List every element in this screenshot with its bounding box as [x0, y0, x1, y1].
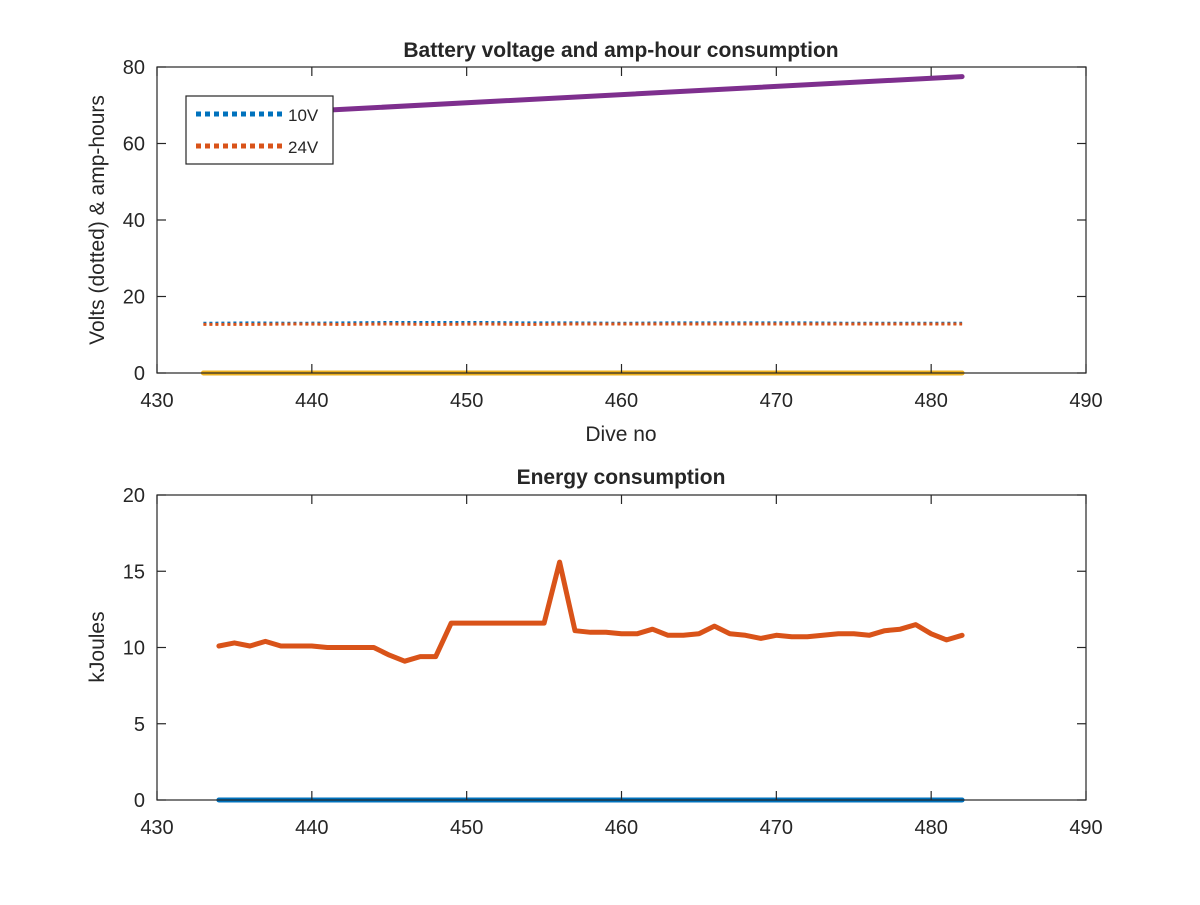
legend-label-24v: 24V	[288, 138, 319, 157]
x-tick-label: 440	[295, 817, 328, 839]
y-tick-label: 40	[123, 210, 145, 232]
x-tick-label: 430	[140, 390, 173, 412]
x-tick-label: 490	[1069, 390, 1102, 412]
legend: 10V 24V	[186, 96, 333, 164]
x-tick-label: 450	[450, 390, 483, 412]
x-tick-label: 470	[760, 817, 793, 839]
energy-consumption-chart: Energy consumption kJoules 430 440 450 460 4…	[86, 466, 1103, 839]
y-axis-label-kjoules: kJoules	[86, 611, 109, 682]
x-axis-label-dive-no: Dive no	[585, 423, 656, 446]
voltage-amp-hour-chart: Battery voltage and amp-hour consumption…	[86, 39, 1103, 446]
y-tick-label: 20	[123, 485, 145, 507]
y-tick-label: 10	[123, 638, 145, 660]
chart-title-energy: Energy consumption	[517, 466, 726, 489]
x-tick-label: 440	[295, 390, 328, 412]
y-tick-label: 0	[134, 363, 145, 385]
x-tick-label: 460	[605, 390, 638, 412]
x-tick-label: 430	[140, 817, 173, 839]
y-tick-label: 20	[123, 287, 145, 309]
y-tick-label: 5	[134, 714, 145, 736]
x-tick-label: 480	[914, 817, 947, 839]
x-tick-label: 460	[605, 817, 638, 839]
y-tick-label: 15	[123, 561, 145, 583]
x-tick-label: 490	[1069, 817, 1102, 839]
chart-title-voltage: Battery voltage and amp-hour consumption	[403, 39, 838, 62]
y-tick-label: 60	[123, 134, 145, 156]
x-tick-label: 450	[450, 817, 483, 839]
x-tick-label: 480	[914, 390, 947, 412]
series-line-1-1	[219, 562, 962, 661]
legend-label-10v: 10V	[288, 106, 319, 125]
y-tick-label: 0	[134, 790, 145, 812]
y-axis-label-volts: Volts (dotted) & amp-hours	[86, 95, 109, 345]
y-tick-label: 80	[123, 57, 145, 79]
x-tick-label: 470	[760, 390, 793, 412]
